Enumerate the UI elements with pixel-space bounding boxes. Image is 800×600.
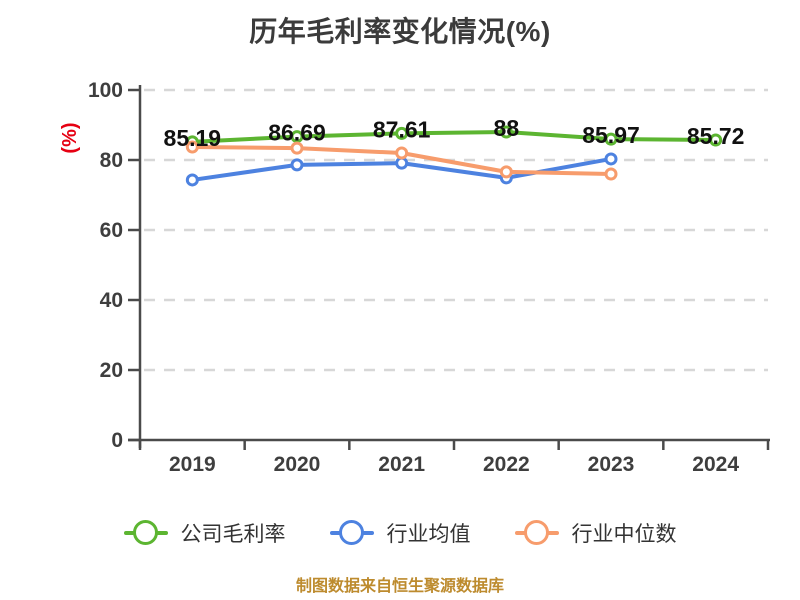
svg-text:2021: 2021 <box>378 453 425 476</box>
legend-item[interactable]: 行业中位数 <box>514 518 677 548</box>
svg-text:80: 80 <box>100 149 123 172</box>
svg-text:20: 20 <box>100 359 123 382</box>
line-chart-canvas: 0 20 40 60 80 100 2019 2020 2021 2022 2023 2024 (%) 8… <box>59 79 770 476</box>
legend-label: 行业中位数 <box>571 523 677 546</box>
line-dot-marker-icon <box>514 520 559 546</box>
svg-text:0: 0 <box>111 429 123 452</box>
svg-text:2020: 2020 <box>274 453 321 476</box>
legend-item[interactable]: 公司毛利率 <box>123 518 286 548</box>
svg-text:2024: 2024 <box>692 453 739 476</box>
svg-text:85.19: 85.19 <box>164 125 222 151</box>
line-dot-marker-icon <box>329 520 374 546</box>
svg-text:2023: 2023 <box>588 453 635 476</box>
legend-label: 行业均值 <box>386 523 471 546</box>
line-dot-marker-icon <box>123 520 168 546</box>
svg-text:2019: 2019 <box>169 453 216 476</box>
chart-title: 历年毛利率变化情况(%) <box>249 16 551 47</box>
svg-text:85.97: 85.97 <box>582 122 640 148</box>
svg-text:40: 40 <box>100 289 123 312</box>
svg-text:87.61: 87.61 <box>373 116 431 142</box>
svg-text:100: 100 <box>88 79 123 102</box>
svg-text:86.69: 86.69 <box>268 120 326 146</box>
chart-legend: 公司毛利率 行业均值 行业中位数 <box>0 518 800 548</box>
svg-text:2022: 2022 <box>483 453 530 476</box>
legend-item[interactable]: 行业均值 <box>329 518 471 548</box>
svg-text:60: 60 <box>100 219 123 242</box>
svg-text:85.72: 85.72 <box>687 123 745 149</box>
legend-label: 公司毛利率 <box>180 523 286 546</box>
svg-text:(%): (%) <box>59 122 81 153</box>
data-source-note: 制图数据来自恒生聚源数据库 <box>295 578 504 595</box>
svg-text:88: 88 <box>494 115 520 141</box>
